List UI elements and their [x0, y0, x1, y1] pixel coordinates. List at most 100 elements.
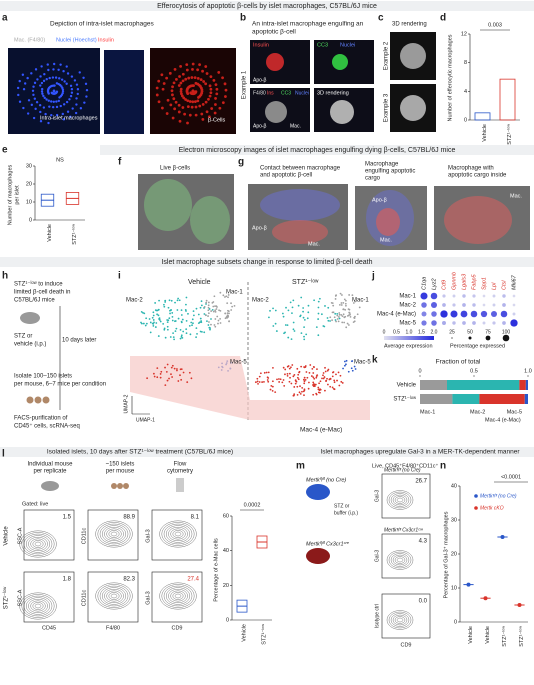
contour [108, 530, 120, 538]
nucleus [42, 79, 46, 83]
cell-dot [293, 374, 296, 376]
nucleus [55, 90, 59, 93]
cell-dot [336, 379, 338, 382]
expression-dot [502, 303, 506, 307]
label: Mac-4 (e-Mac) [377, 312, 416, 318]
insulin [185, 68, 189, 72]
cell-dot [288, 367, 291, 370]
contour [97, 584, 131, 608]
cell-dot [198, 321, 201, 324]
contour [161, 584, 195, 608]
label: Lpl [491, 282, 497, 290]
cell-dot [290, 366, 292, 369]
cell-dot [207, 309, 210, 312]
label: and apoptotic β-cell [260, 173, 312, 179]
cell-dot [163, 327, 166, 330]
cell-dot [333, 379, 336, 382]
nucleus [16, 86, 20, 90]
cell-dot [322, 374, 324, 377]
label: 0.5 [393, 329, 400, 335]
label: cytometry [167, 469, 193, 475]
cell-dot [292, 328, 295, 331]
cell-dot [344, 302, 347, 305]
contour [32, 602, 44, 610]
cell-dot [299, 385, 301, 388]
contour [34, 603, 42, 609]
label: SSC-A [17, 527, 23, 544]
contour [26, 597, 51, 615]
insulin [177, 103, 181, 107]
x-tick-label: Vehicle [482, 124, 488, 142]
expression-dot [452, 321, 456, 325]
cell-dot [271, 380, 274, 383]
cell-dot [284, 373, 286, 376]
cell-dot [156, 367, 159, 370]
cell-dot [169, 312, 171, 315]
insulin [205, 110, 209, 114]
cell-dot [340, 314, 343, 316]
label: CD11c [81, 590, 87, 607]
cell-dot [319, 391, 321, 394]
nucleus [41, 92, 44, 95]
cell-dot [175, 327, 178, 330]
cell-dot [185, 332, 188, 335]
cell-dot [317, 386, 320, 389]
cell-dot [214, 309, 217, 312]
y-tick-label: 0 [464, 117, 467, 123]
panel-letter: e [2, 145, 8, 156]
cell-dot [358, 306, 361, 309]
cell-dot [173, 338, 176, 341]
cell-dot [217, 319, 220, 322]
nucleus [85, 88, 89, 92]
label: Ins [267, 90, 274, 96]
insulin [191, 100, 195, 104]
contour [26, 535, 51, 553]
contour [161, 522, 195, 546]
insulin [208, 84, 212, 88]
nucleus [22, 106, 25, 110]
nucleus [66, 72, 70, 75]
cell-dot [296, 367, 299, 370]
cell-dot [291, 364, 294, 366]
cell-dot [171, 319, 174, 322]
cell-dot [212, 301, 215, 303]
contour [159, 582, 197, 610]
contour [95, 582, 133, 610]
label: Spp1 [481, 277, 487, 290]
label: Lyz2 [431, 278, 437, 290]
insulin [180, 94, 184, 98]
nucleus [40, 87, 44, 91]
cell-dot [350, 360, 353, 363]
cell-dot [142, 311, 144, 314]
cell-dot [343, 364, 346, 367]
cell-dot [179, 368, 182, 371]
cell-dot [140, 310, 143, 313]
cell-dot [335, 373, 337, 376]
label: Percentage of e-Mac cells [213, 538, 219, 602]
cell-dot [154, 309, 157, 312]
expression-dot [492, 321, 496, 325]
y-tick-label: 0 [29, 217, 32, 223]
section-title: Isolated islets, 10 days after STZ¹⁻ˡᵒʷ … [47, 449, 233, 456]
label: Average expression [384, 343, 433, 349]
cell-dot [167, 306, 170, 309]
expression-dot [420, 292, 428, 300]
contour [174, 531, 182, 537]
label: Mac-4 (e-Mac) [300, 427, 342, 434]
nucleus [55, 100, 58, 103]
cell-dot [347, 370, 350, 373]
cell-dot [297, 378, 300, 381]
nucleus [58, 77, 61, 80]
label: Vehicle [188, 279, 211, 286]
cell-dot [206, 320, 208, 323]
cell-dot [356, 313, 359, 316]
contour [390, 493, 410, 507]
contour [388, 611, 412, 629]
label: Fabp5 [471, 273, 477, 290]
cell-dot [338, 304, 341, 306]
contour [390, 553, 410, 567]
nucleus [31, 89, 35, 92]
insulin [157, 79, 161, 83]
insulin [191, 89, 195, 93]
label: Gal-3 [374, 550, 380, 562]
